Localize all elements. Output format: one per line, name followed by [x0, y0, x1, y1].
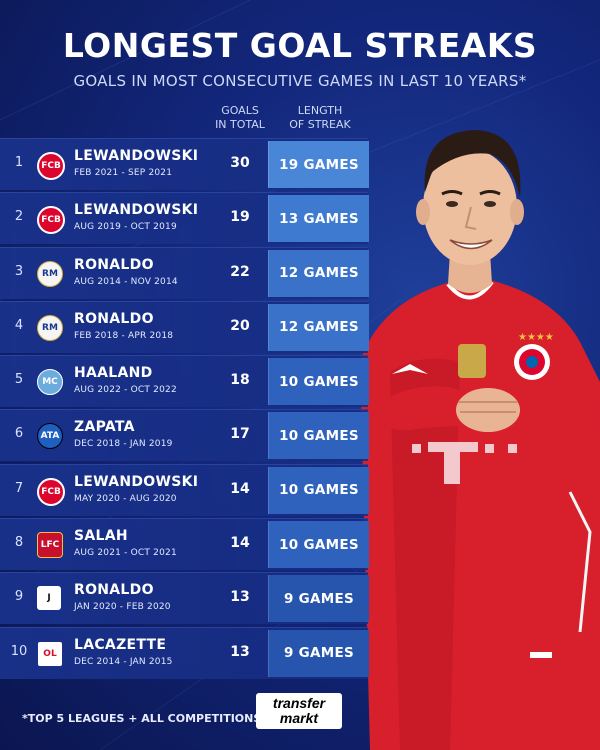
- goals-total: 13: [230, 589, 250, 606]
- rank-number: 9: [14, 589, 24, 605]
- rank-number: 10: [10, 643, 28, 659]
- table-row: 6 ATA ZAPATA DEC 2018 - JAN 2019 17 10 GAMES: [0, 409, 369, 462]
- player-name: SALAH: [74, 528, 128, 545]
- streak-period: DEC 2014 - JAN 2015: [74, 656, 173, 667]
- player-name: LACAZETTE: [74, 636, 167, 653]
- page-subtitle: GOALS IN MOST CONSECUTIVE GAMES IN LAST …: [73, 72, 527, 90]
- player-name: LEWANDOWSKI: [74, 148, 199, 164]
- player-photo: ★★★★: [360, 130, 600, 750]
- table-row: 3 RM RONALDO AUG 2014 - NOV 2014 22 12 GAMES: [0, 246, 369, 299]
- table-row: 10 OL LACAZETTE DEC 2014 - JAN 2015 13 9 GAME…: [0, 626, 369, 679]
- club-crest-icon: ATA: [37, 423, 63, 450]
- goals-total: 19: [230, 209, 250, 226]
- streak-period: FEB 2021 - SEP 2021: [74, 168, 173, 178]
- club-crest-icon: FCB: [37, 206, 65, 235]
- table-row: 5 MC HAALAND AUG 2022 - OCT 2022 18 10 GAMES: [0, 355, 369, 408]
- club-crest-icon: MC: [37, 369, 63, 396]
- streak-period: AUG 2019 - OCT 2019: [74, 222, 177, 233]
- streak-period: AUG 2014 - NOV 2014: [74, 276, 178, 287]
- goals-total: 22: [230, 263, 250, 280]
- streak-length: 10 GAMES: [268, 466, 369, 514]
- streak-length: 10 GAMES: [268, 521, 369, 569]
- rank-number: 4: [14, 317, 24, 333]
- table-row: 4 RM RONALDO FEB 2018 - APR 2018 20 12 GAMES: [0, 300, 369, 353]
- streak-length: 13 GAMES: [268, 195, 369, 243]
- player-name: RONALDO: [74, 256, 154, 273]
- goals-column-header: GOALS IN TOTAL: [215, 104, 265, 131]
- streak-period: AUG 2022 - OCT 2022: [74, 385, 177, 396]
- table-row: 7 FCB LEWANDOWSKI MAY 2020 - AUG 2020 14 10 G…: [0, 463, 369, 516]
- streak-period: MAY 2020 - AUG 2020: [74, 493, 177, 504]
- goals-total: 20: [230, 317, 250, 334]
- rank-number: 6: [14, 426, 24, 442]
- rank-number: 7: [14, 480, 24, 496]
- club-crest-icon: RM: [37, 314, 63, 341]
- streak-period: DEC 2018 - JAN 2019: [74, 439, 173, 450]
- rank-number: 8: [14, 535, 24, 551]
- page-title: LONGEST GOAL STREAKS: [62, 26, 538, 65]
- goals-total: 14: [230, 480, 250, 497]
- club-crest-icon: LFC: [37, 532, 63, 559]
- streak-length: 19 GAMES: [268, 141, 369, 188]
- club-crest-icon: J: [37, 586, 61, 611]
- rank-number: 5: [14, 372, 24, 388]
- table-row: 8 LFC SALAH AUG 2021 - OCT 2021 14 10 GAMES: [0, 518, 369, 571]
- goals-total: 17: [230, 426, 250, 443]
- rank-number: 3: [14, 263, 24, 279]
- table-row: 9 J RONALDO JAN 2020 - FEB 2020 13 9 GAMES: [0, 572, 369, 625]
- streak-period: FEB 2018 - APR 2018: [74, 330, 174, 341]
- length-column-header: LENGTH OF STREAK: [289, 104, 351, 131]
- goals-total: 14: [230, 535, 250, 552]
- svg-text:★★★★: ★★★★: [518, 332, 554, 343]
- transfermarkt-logo: transfer markt: [256, 693, 342, 729]
- rank-number: 2: [14, 209, 24, 225]
- streak-length: 10 GAMES: [268, 358, 369, 406]
- goals-total: 18: [230, 372, 250, 389]
- streak-length: 9 GAMES: [268, 629, 369, 677]
- player-name: LEWANDOWSKI: [74, 473, 199, 490]
- player-name: RONALDO: [74, 310, 154, 327]
- player-name: RONALDO: [74, 582, 154, 599]
- player-name: ZAPATA: [74, 419, 135, 436]
- streak-length: 10 GAMES: [268, 412, 369, 460]
- streak-period: AUG 2021 - OCT 2021: [74, 548, 177, 559]
- streak-table: 1 FCB LEWANDOWSKI FEB 2021 - SEP 2021 30 19 G…: [0, 138, 369, 681]
- streak-length: 12 GAMES: [268, 303, 369, 351]
- club-crest-icon: FCB: [37, 477, 65, 506]
- player-name: LEWANDOWSKI: [74, 202, 199, 219]
- club-crest-icon: OL: [37, 640, 63, 667]
- table-row: 1 FCB LEWANDOWSKI FEB 2021 - SEP 2021 30 19 G…: [0, 138, 369, 190]
- rank-number: 1: [14, 155, 24, 170]
- player-name: HAALAND: [74, 365, 153, 382]
- table-row: 2 FCB LEWANDOWSKI AUG 2019 - OCT 2019 19 13 G…: [0, 192, 369, 245]
- goals-total: 13: [230, 643, 250, 660]
- streak-period: JAN 2020 - FEB 2020: [74, 602, 171, 613]
- club-crest-icon: FCB: [37, 152, 65, 180]
- streak-length: 12 GAMES: [268, 249, 369, 297]
- streak-length: 9 GAMES: [268, 575, 369, 623]
- footnote: *TOP 5 LEAGUES + ALL COMPETITIONS: [22, 712, 262, 725]
- goals-total: 30: [230, 155, 250, 171]
- club-crest-icon: RM: [37, 260, 63, 287]
